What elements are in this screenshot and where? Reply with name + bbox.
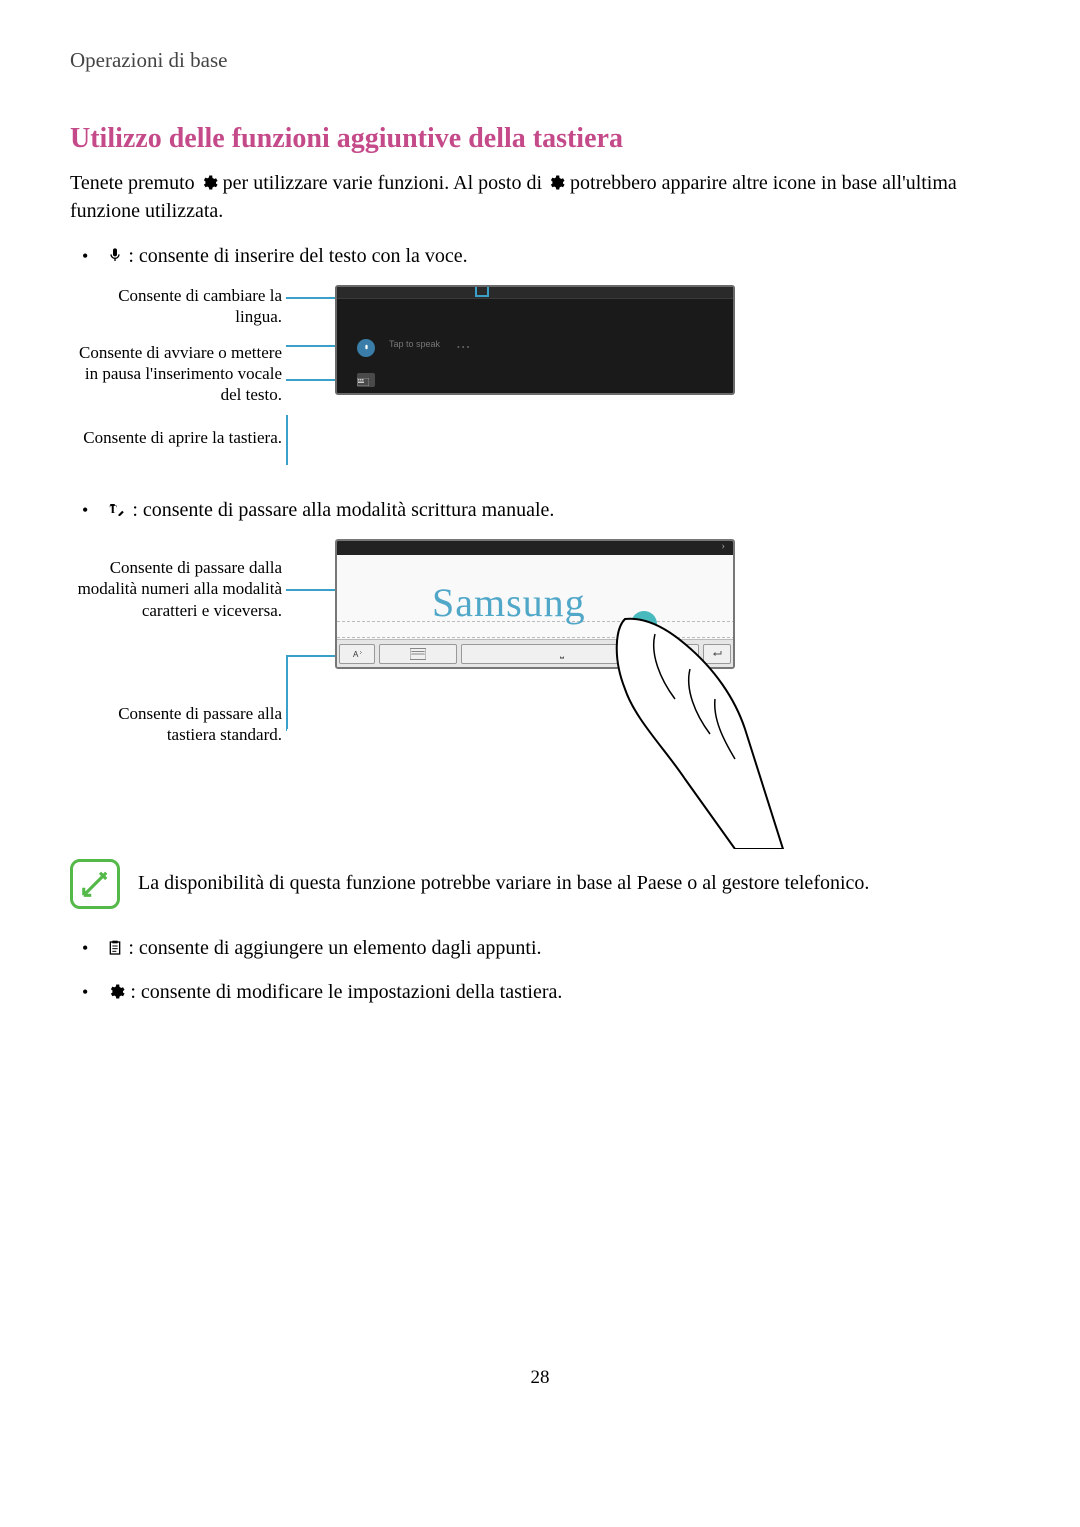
section-heading: Utilizzo delle funzioni aggiuntive della…	[70, 123, 1010, 155]
callout-voice-toggle: Consente di avviare o mettere in pausa l…	[70, 342, 282, 406]
clipboard-icon	[107, 937, 128, 959]
bullet-clipboard: : consente di aggiungere un elemento dag…	[70, 933, 1010, 963]
bullet-settings: : consente di modificare le impostazioni…	[70, 977, 1010, 1007]
language-marker	[475, 287, 489, 297]
handwriting-bottombar: A ⎵	[337, 639, 733, 667]
callout-switch-mode: Consente di passare dalla modalità numer…	[70, 557, 282, 621]
handwriting-screenshot: Samsung A ⎵	[335, 539, 735, 669]
handwriting-icon: T	[107, 499, 132, 521]
bullet-voice: : consente di inserire del testo con la …	[70, 241, 1010, 271]
bullet-voice-text: : consente di inserire del testo con la …	[128, 245, 467, 267]
keyboard-button	[357, 373, 375, 387]
standard-keyboard-button	[379, 644, 457, 664]
enter-button	[703, 644, 731, 664]
intro-text-2: per utilizzare varie funzioni. Al posto …	[223, 172, 547, 194]
intro-text-1: Tenete premuto	[70, 172, 200, 194]
breadcrumb: Operazioni di base	[70, 48, 1010, 73]
voice-input-screenshot: Tap to speak • • •	[335, 285, 735, 395]
space-button: ⎵	[461, 644, 663, 664]
page-number: 28	[70, 1367, 1010, 1389]
gear-icon	[107, 981, 130, 1003]
svg-text:T: T	[110, 502, 118, 516]
backspace-button	[667, 644, 699, 664]
mode-toggle-button: A	[339, 644, 375, 664]
note-block: La disponibilità di questa funzione potr…	[70, 859, 1010, 909]
bullet-clipboard-text: : consente di aggiungere un elemento dag…	[128, 937, 541, 959]
handwriting-area: Samsung	[337, 555, 733, 641]
intro-paragraph: Tenete premuto per utilizzare varie funz…	[70, 169, 1010, 225]
figure-voice-input: Consente di cambiare la lingua. Consente…	[70, 285, 1010, 475]
bullet-settings-text: : consente di modificare le impostazioni…	[130, 981, 562, 1003]
handwritten-sample: Samsung	[432, 579, 586, 626]
tap-to-speak-label: Tap to speak	[389, 339, 440, 349]
note-icon	[70, 859, 120, 909]
fingertip-icon	[631, 611, 657, 637]
dots-icon: • • •	[457, 343, 469, 352]
bullet-handwriting-text: : consente di passare alla modalità scri…	[132, 499, 554, 521]
mic-button	[357, 339, 375, 357]
bullet-handwriting: T : consente di passare alla modalità sc…	[70, 495, 1010, 525]
gear-icon	[200, 172, 223, 194]
microphone-icon	[107, 245, 128, 267]
callout-open-keyboard: Consente di aprire la tastiera.	[70, 427, 282, 448]
gear-icon	[547, 172, 570, 194]
callout-standard-keyboard: Consente di passare alla tastiera standa…	[70, 703, 282, 746]
figure-handwriting: Consente di passare dalla modalità numer…	[70, 539, 1010, 839]
note-text: La disponibilità di questa funzione potr…	[138, 859, 869, 897]
callout-change-language: Consente di cambiare la lingua.	[70, 285, 282, 328]
svg-text:A: A	[353, 650, 359, 659]
